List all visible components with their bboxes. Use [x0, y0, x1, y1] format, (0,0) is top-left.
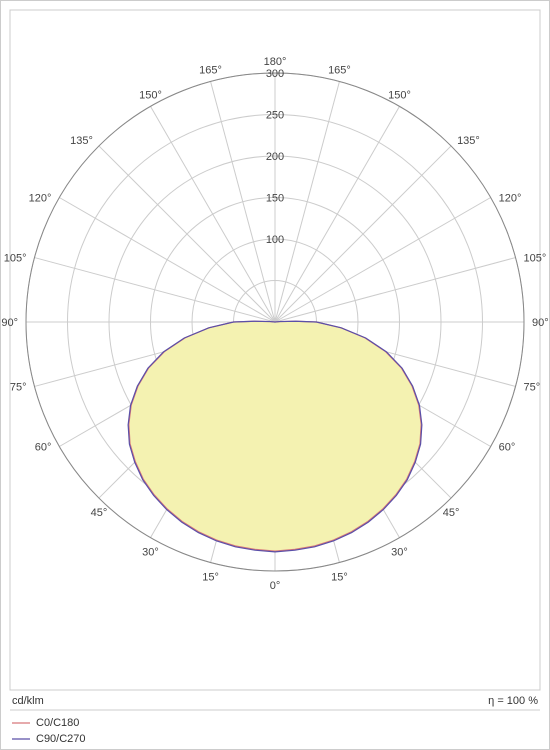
grid-ray	[275, 198, 491, 323]
radial-tick-label: 200	[266, 151, 284, 163]
legend-label: C0/C180	[36, 717, 79, 729]
angle-label: 45°	[91, 507, 108, 519]
grid-ray	[34, 258, 275, 322]
grid-ray	[275, 106, 400, 322]
grid-ray	[99, 146, 275, 322]
angle-label: 15°	[331, 572, 348, 584]
angle-label: 105°	[524, 253, 547, 265]
angle-label: 60°	[499, 442, 516, 454]
legend-label: C90/C270	[36, 733, 86, 745]
grid-ray	[275, 146, 451, 322]
angle-label: 90°	[1, 317, 18, 329]
angle-label: 150°	[388, 89, 411, 101]
angle-label: 75°	[524, 381, 541, 393]
angle-label: 120°	[499, 193, 522, 205]
angle-label: 105°	[4, 253, 27, 265]
angle-label: 135°	[457, 135, 480, 147]
angle-label: 15°	[202, 572, 219, 584]
angle-label: 30°	[142, 547, 159, 559]
angle-label: 90°	[532, 317, 549, 329]
angle-label: 0°	[270, 580, 281, 592]
distribution-fill	[129, 321, 421, 551]
angle-label: 180°	[264, 56, 287, 68]
angle-label: 75°	[10, 381, 27, 393]
radial-tick-label: 150	[266, 193, 284, 205]
angle-label: 150°	[139, 89, 162, 101]
angle-label: 165°	[328, 64, 351, 76]
radial-tick-label: 100	[266, 234, 284, 246]
radial-tick-label: 300	[266, 68, 284, 80]
grid-ray	[151, 106, 276, 322]
footer-right-label: η = 100 %	[488, 695, 538, 707]
angle-label: 30°	[391, 547, 408, 559]
angle-label: 45°	[443, 507, 460, 519]
footer-left-label: cd/klm	[12, 695, 44, 707]
radial-tick-label: 250	[266, 110, 284, 122]
angle-label: 60°	[35, 442, 52, 454]
photometric-polar-chart: 100 150 200 250 300 45° 30° 15° 0° 15° 30° 45° 150° 1…	[0, 0, 550, 750]
grid-ray	[275, 81, 339, 322]
grid-ray	[59, 198, 275, 323]
grid-ray	[275, 258, 516, 322]
angle-label: 120°	[29, 193, 52, 205]
angle-label: 165°	[199, 64, 222, 76]
angle-label: 135°	[70, 135, 93, 147]
